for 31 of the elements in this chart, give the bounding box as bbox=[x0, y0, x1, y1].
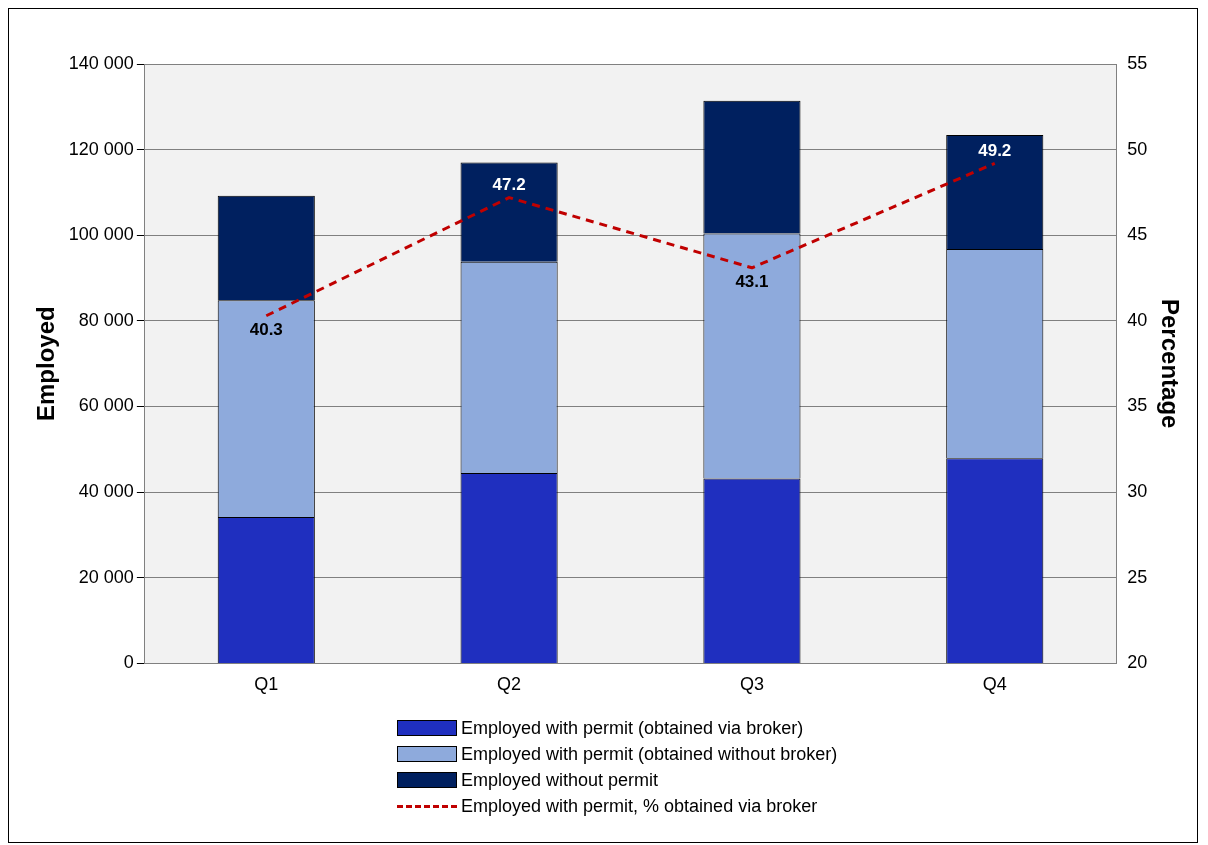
y-tick-label: 40 000 bbox=[78, 481, 134, 502]
y-tick-label: 20 000 bbox=[78, 566, 134, 587]
y-tick-label: 80 000 bbox=[78, 309, 134, 330]
y-tick-label: 0 bbox=[123, 652, 134, 673]
y2-tick-label: 45 bbox=[1127, 224, 1148, 245]
y2-tick-label: 25 bbox=[1127, 566, 1148, 587]
legend-label: Employed with permit, % obtained via broker bbox=[461, 795, 818, 817]
y2-tick-label: 30 bbox=[1127, 481, 1148, 502]
y-tick-label: 100 000 bbox=[68, 224, 134, 245]
y2-tick-label: 35 bbox=[1127, 395, 1148, 416]
y-tick-label: 120 000 bbox=[68, 138, 134, 159]
data-label: 43.1 bbox=[735, 271, 769, 291]
legend-label: Employed with permit (obtained via broker) bbox=[461, 717, 804, 739]
x-tick-label: Q1 bbox=[254, 674, 279, 695]
x-tick-label: Q2 bbox=[497, 674, 522, 695]
data-label: 49.2 bbox=[978, 140, 1012, 160]
legend-label: Employed without permit bbox=[461, 769, 659, 791]
x-tick-label: Q4 bbox=[982, 674, 1007, 695]
y2-tick-label: 50 bbox=[1127, 138, 1148, 159]
y-tick-label: 60 000 bbox=[78, 395, 134, 416]
x-tick-label: Q3 bbox=[739, 674, 764, 695]
y2-tick-label: 40 bbox=[1127, 309, 1148, 330]
y-axis-title: Employed bbox=[32, 306, 60, 422]
y2-axis-title: Percentage bbox=[1156, 299, 1184, 429]
line-series bbox=[264, 161, 997, 318]
y2-tick-label: 20 bbox=[1127, 652, 1148, 673]
y-tick-label: 140 000 bbox=[68, 52, 134, 73]
legend-label: Employed with permit (obtained without broker) bbox=[461, 743, 838, 765]
data-label: 47.2 bbox=[492, 174, 526, 194]
data-label: 40.3 bbox=[249, 319, 283, 339]
y2-tick-label: 55 bbox=[1127, 52, 1148, 73]
